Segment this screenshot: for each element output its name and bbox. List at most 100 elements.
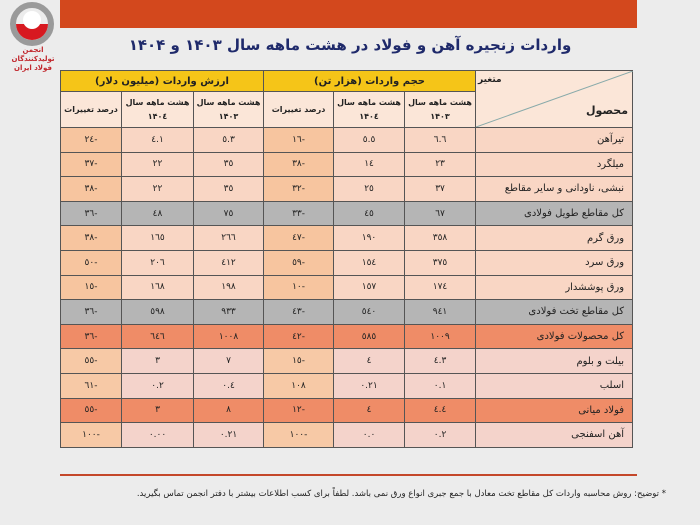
volume-1404-cell: ٤ [333, 397, 406, 424]
value-1403-cell: ٧٥ [193, 200, 265, 227]
value-1404-cell: ٤.١ [121, 127, 195, 153]
corner-header: متغیر محصول [475, 70, 634, 128]
volume-change-cell: -١٢ [263, 397, 335, 424]
table-row: ورق گرم ٣٥٨ ١٩٠ -٤٧ ٢٦٦ ١٦٥ -٣٨ [59, 225, 634, 251]
logo-text: انجمن تولیدکنندگان فولاد ایران [11, 46, 55, 72]
volume-1404-cell: ٥٨٥ [333, 323, 406, 350]
diagonal-line [476, 71, 634, 127]
logo: انجمن تولیدکنندگان فولاد ایران [2, 2, 62, 72]
volume-change-cell: -٣٢ [263, 176, 335, 202]
volume-1404-cell: ٢٥ [333, 176, 406, 202]
table-row: کل مقاطع طویل فولادی ٦٧ ٤٥ -٣٣ ٧٥ ٤٨ -٣٦ [59, 200, 634, 227]
value-change-cell: -٢٤ [59, 127, 123, 153]
value-change-cell: -٥٠ [59, 249, 123, 276]
footnote: * توضیح: روش محاسبه واردات کل مقاطع تخت … [136, 489, 666, 499]
imports-table: متغیر محصول حجم واردات (هزار تن) ارزش وا… [59, 70, 634, 448]
corner-top-label: متغیر [478, 75, 502, 85]
volume-1404-cell: ٠.٠ [333, 422, 406, 448]
table-row: تیرآهن ٦.٦ ٥.٥ -١٦ ٥.٣ ٤.١ -٢٤ [59, 127, 634, 153]
product-cell: میلگرد [475, 151, 634, 178]
product-cell: فولاد میانی [475, 397, 634, 424]
value-1404-cell: ٠.٢ [121, 372, 195, 399]
value-1404-cell: ٣ [121, 397, 195, 424]
volume-1404-cell: ١٥٤ [333, 249, 406, 276]
value-change-cell: -٣٧ [59, 151, 123, 178]
volume-1403-cell: ٣٥٨ [404, 225, 477, 251]
volume-1403-cell: ٠.١ [404, 372, 477, 399]
table-row: آهن اسفنجی ٠.٢ ٠.٠ -١٠٠ ٠.٢١ ٠.٠٠ -١٠٠ [59, 422, 634, 448]
volume-1404-cell: ٤ [333, 348, 406, 374]
value-1404-cell: ٣ [121, 348, 195, 374]
volume-1403-cell: ٦.٦ [404, 127, 477, 153]
volume-1403-cell: ٣٧ [404, 176, 477, 202]
volume-change-cell: -٣٨ [263, 151, 335, 178]
top-banner [60, 0, 637, 28]
volume-change-cell: -٤٣ [263, 299, 335, 325]
value-1403-cell: ٩٣٣ [193, 299, 265, 325]
value-1404-cell: ٢٠٦ [121, 249, 195, 276]
product-cell: ورق پوششدار [475, 274, 634, 301]
value-change-cell: -٥٥ [59, 348, 123, 374]
table-row: کل محصولات فولادی ١٠٠٩ ٥٨٥ -٤٢ ١٠٠٨ ٦٤٦ -٣٦ [59, 323, 634, 350]
volume-change-cell: -٤٢ [263, 323, 335, 350]
table-row: اسلب ٠.١ ٠.٢١ ١٠٨ ٠.٤ ٠.٢ -٦١ [59, 372, 634, 399]
product-cell: تیرآهن [475, 127, 634, 153]
logo-emblem-icon [10, 2, 54, 46]
col-pct: درصد تغییرات [59, 91, 123, 128]
volume-change-cell: -١٥ [263, 348, 335, 374]
value-1403-cell: ٢٦٦ [193, 225, 265, 251]
volume-1403-cell: ٣٧٥ [404, 249, 477, 276]
page-title: واردات زنجیره آهن و فولاد در هشت ماهه سا… [128, 36, 572, 54]
col-pct: درصد تغییرات [263, 91, 335, 128]
volume-1404-cell: ١٥٧ [333, 274, 406, 301]
product-cell: ورق گرم [475, 225, 634, 251]
value-1404-cell: ٤٨ [121, 200, 195, 227]
volume-1404-cell: ١٤ [333, 151, 406, 178]
table-row: بیلت و بلوم ٤.٣ ٤ -١٥ ٧ ٣ -٥٥ [59, 348, 634, 374]
volume-change-cell: ١٠٨ [263, 372, 335, 399]
value-1404-cell: ٥٩٨ [121, 299, 195, 325]
table-row: فولاد میانی ٤.٤ ٤ -١٢ ٨ ٣ -٥٥ [59, 397, 634, 424]
table-row: کل مقاطع تخت فولادی ٩٤١ ٥٤٠ -٤٣ ٩٣٣ ٥٩٨ -٣٦ [59, 299, 634, 325]
value-change-cell: -٥٥ [59, 397, 123, 424]
volume-1403-cell: ٤.٣ [404, 348, 477, 374]
col-1404: هشت ماهه سال ۱۴۰٤ [121, 91, 195, 128]
volume-change-cell: -١٠٠ [263, 422, 335, 448]
volume-1404-cell: ٠.٢١ [333, 372, 406, 399]
product-cell: اسلب [475, 372, 634, 399]
value-1403-cell: ٠.٢١ [193, 422, 265, 448]
value-change-cell: -٣٦ [59, 323, 123, 350]
volume-1403-cell: ٠.٢ [404, 422, 477, 448]
value-change-cell: -٣٨ [59, 176, 123, 202]
volume-1404-cell: ٥٤٠ [333, 299, 406, 325]
value-1404-cell: ٢٢ [121, 151, 195, 178]
value-1403-cell: ١٩٨ [193, 274, 265, 301]
col-1403: هشت ماهه سال ۱۴۰۳ [193, 91, 265, 128]
col-1404: هشت ماهه سال ۱۴۰٤ [333, 91, 406, 128]
value-1404-cell: ٦٤٦ [121, 323, 195, 350]
volume-1404-cell: ٤٥ [333, 200, 406, 227]
volume-1403-cell: ٤.٤ [404, 397, 477, 424]
volume-change-cell: -٤٧ [263, 225, 335, 251]
value-change-cell: -٣٦ [59, 299, 123, 325]
value-change-cell: -١٥ [59, 274, 123, 301]
corner-bottom-label: محصول [586, 104, 629, 117]
value-1404-cell: ٠.٠٠ [121, 422, 195, 448]
value-1403-cell: ٣٥ [193, 151, 265, 178]
volume-1403-cell: ٦٧ [404, 200, 477, 227]
product-cell: بیلت و بلوم [475, 348, 634, 374]
divider [60, 474, 637, 476]
volume-1403-cell: ٩٤١ [404, 299, 477, 325]
volume-change-cell: -٥٩ [263, 249, 335, 276]
value-change-cell: -١٠٠ [59, 422, 123, 448]
value-1403-cell: ٤١٢ [193, 249, 265, 276]
value-1403-cell: ١٠٠٨ [193, 323, 265, 350]
value-1404-cell: ٢٢ [121, 176, 195, 202]
volume-change-cell: -١٦ [263, 127, 335, 153]
table-row: میلگرد ٢٣ ١٤ -٣٨ ٣٥ ٢٢ -٣٧ [59, 151, 634, 178]
product-cell: کل مقاطع تخت فولادی [475, 299, 634, 325]
value-change-cell: -٣٨ [59, 225, 123, 251]
volume-1403-cell: ١٧٤ [404, 274, 477, 301]
volume-change-cell: -٣٣ [263, 200, 335, 227]
table-row: ورق پوششدار ١٧٤ ١٥٧ -١٠ ١٩٨ ١٦٨ -١٥ [59, 274, 634, 301]
